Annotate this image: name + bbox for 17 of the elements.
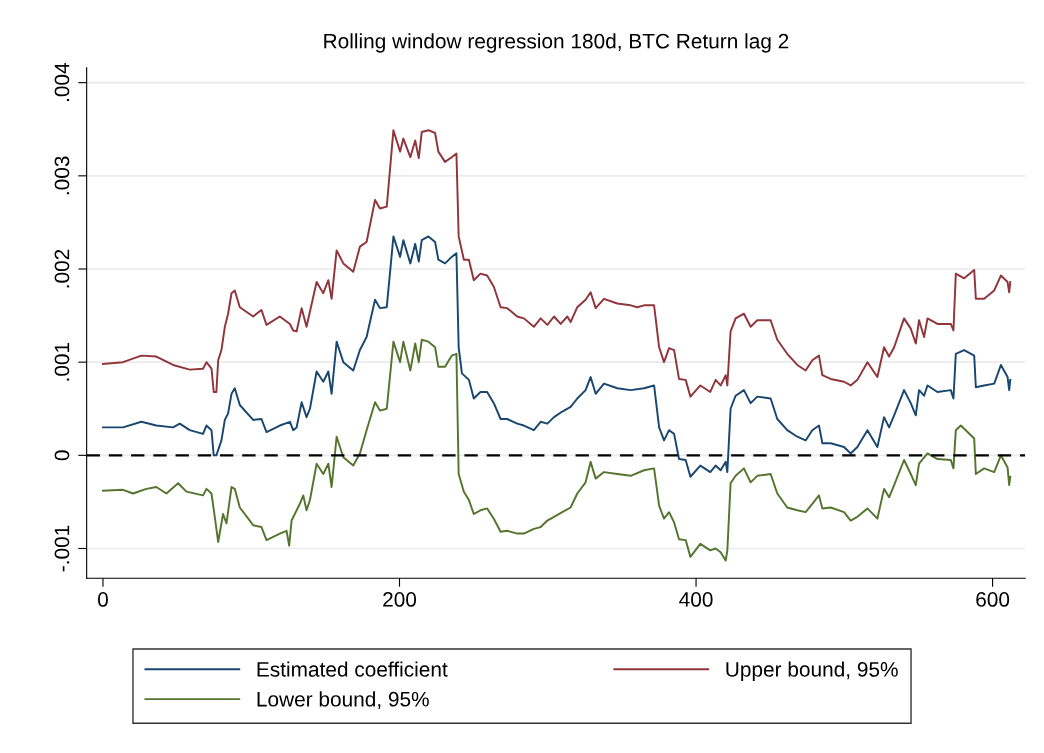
y-tick-label: .001 xyxy=(54,342,70,381)
x-tick-label: 400 xyxy=(679,592,713,607)
x-tick-label: 600 xyxy=(976,592,1010,607)
legend-label: Estimated coefficient xyxy=(257,661,448,677)
y-tick-label: .003 xyxy=(54,156,70,195)
line-series xyxy=(101,235,1012,478)
y-tick-label: .004 xyxy=(54,63,70,102)
x-tick-label: 200 xyxy=(383,592,417,607)
chart-title: Rolling window regression 180d, BTC Return lag 2 xyxy=(324,33,789,53)
line-series xyxy=(101,338,1012,562)
y-tick-label: -.001 xyxy=(54,525,70,572)
legend-label: Lower bound, 95% xyxy=(257,691,429,710)
y-tick-label: .002 xyxy=(54,249,70,288)
legend-label: Upper bound, 95% xyxy=(726,661,898,681)
line-series xyxy=(101,129,1012,398)
y-tick-label: 0 xyxy=(54,450,70,461)
x-tick-label: 0 xyxy=(97,592,108,607)
